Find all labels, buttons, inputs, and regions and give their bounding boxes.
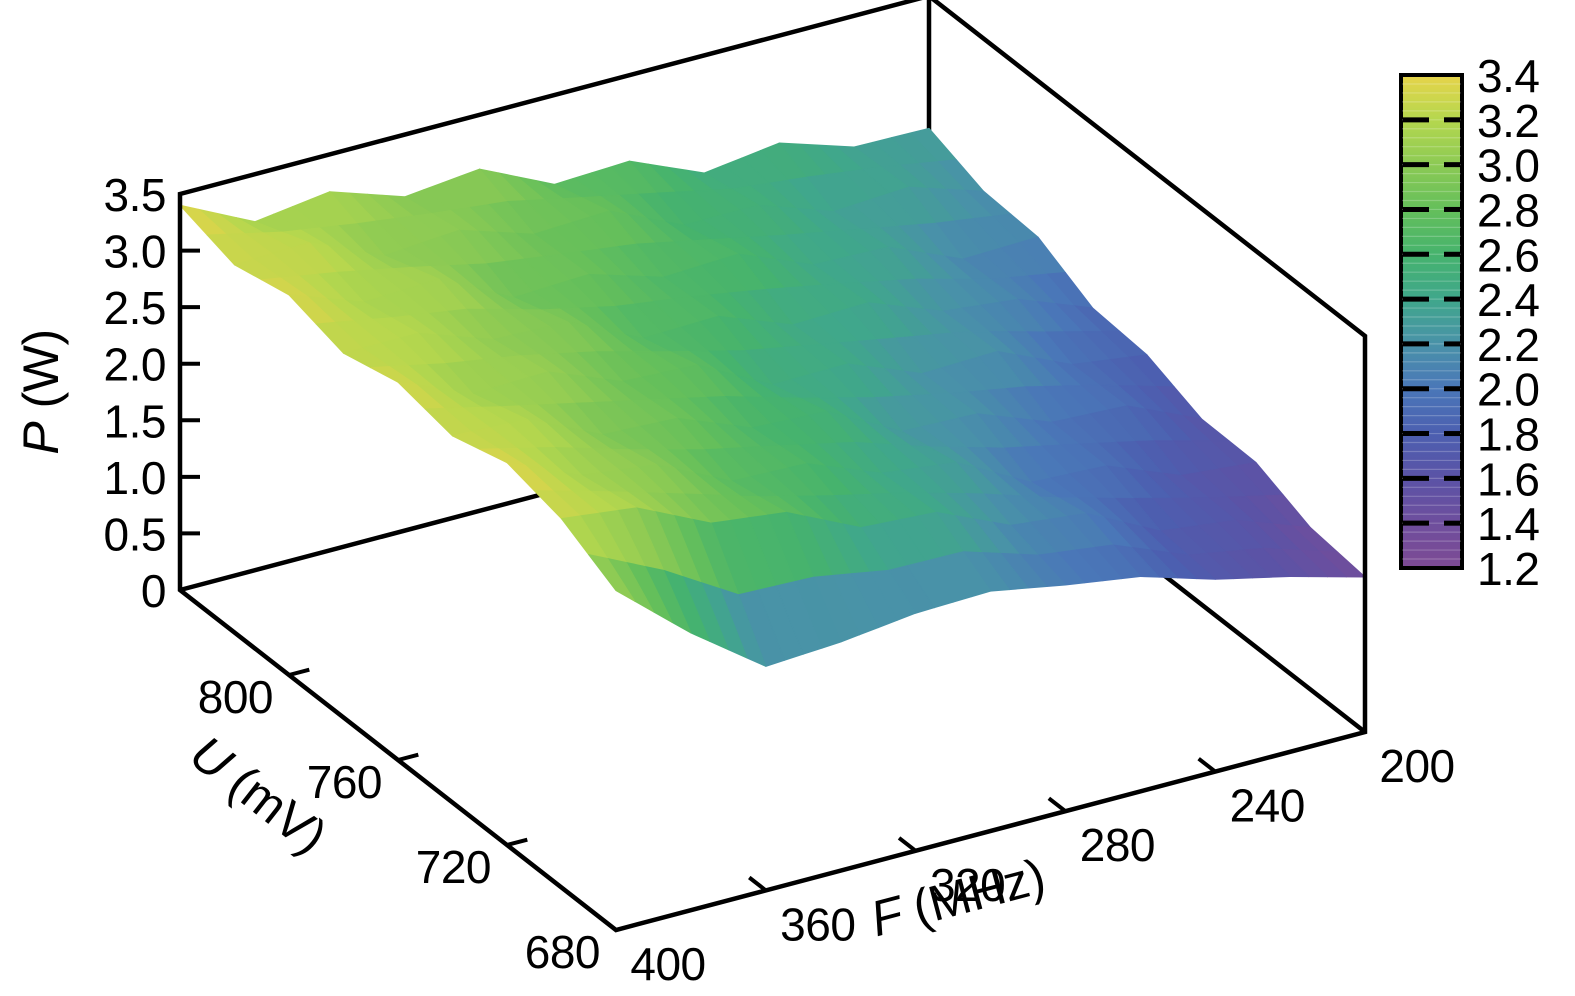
u-axis-ticklabels: 800 760 720 680 [198, 671, 601, 978]
u-axis-tick [288, 667, 310, 677]
z-tick-label: 2.0 [104, 339, 166, 391]
z-tick-label: 0 [141, 565, 166, 617]
z-axis-ticklabels: 3.53.02.52.01.51.00.50 [104, 169, 167, 617]
colorbar-tick-label: 1.2 [1477, 543, 1539, 595]
z-tick-label: 1.5 [104, 395, 166, 447]
z-axis-title-var: P [13, 421, 69, 455]
colorbar-swatch [1401, 75, 1462, 568]
f-axis-ticks [748, 757, 1217, 892]
z-axis-ticks [182, 248, 200, 536]
box-outline [177, 0, 1368, 933]
colorbar-tick-label: 1.4 [1477, 498, 1539, 550]
f-axis-tick [897, 836, 917, 853]
colorbar [1399, 73, 1464, 570]
u-axis-tick [506, 837, 528, 847]
u-axis-ticks [288, 667, 528, 847]
z-tick-label: 1.0 [104, 452, 166, 504]
z-tick-label: 2.5 [104, 282, 166, 334]
colorbar-tick-label: 3.4 [1477, 50, 1539, 102]
plot-box [177, 0, 1368, 933]
colorbar-tick-label: 2.8 [1477, 184, 1539, 236]
u-tick-label: 720 [416, 841, 491, 893]
z-tick-label: 0.5 [104, 508, 166, 560]
f-axis-tick [748, 875, 768, 892]
colorbar-tick-label: 2.0 [1477, 364, 1539, 416]
colorbar-ticks [1403, 117, 1460, 526]
z-axis-title: P (W) [13, 329, 69, 454]
colorbar-tick-label: 1.6 [1477, 453, 1539, 505]
z-axis-title-unit: (W) [13, 329, 69, 421]
f-tick-label: 320 [930, 859, 1005, 911]
colorbar-tick-label: 3.0 [1477, 140, 1539, 192]
colorbar-tick-label: 3.2 [1477, 95, 1539, 147]
f-axis-tick [1197, 757, 1217, 774]
colorbar-seams [1402, 83, 1461, 560]
surface-mesh [179, 127, 1366, 667]
f-tick-label: 240 [1230, 780, 1305, 832]
z-tick-label: 3.5 [104, 169, 166, 221]
colorbar-tick-label: 2.2 [1477, 319, 1539, 371]
colorbar-ticklabels: 3.43.23.02.82.62.42.22.01.81.61.41.2 [1477, 50, 1540, 595]
f-tick-label: 400 [630, 938, 705, 990]
u-tick-label: 760 [307, 756, 382, 808]
colorbar-tick-label: 2.6 [1477, 229, 1539, 281]
u-tick-label: 680 [525, 926, 600, 978]
f-tick-label: 360 [780, 898, 855, 950]
f-tick-label: 280 [1080, 819, 1155, 871]
z-tick-label: 3.0 [104, 226, 166, 278]
z-axis-title-text: P (W) [13, 329, 69, 454]
colorbar-tick-label: 2.4 [1477, 274, 1539, 326]
colorbar-border [1399, 73, 1464, 570]
surface-cell [588, 554, 636, 602]
u-axis-tick [397, 752, 419, 762]
f-tick-label: 200 [1379, 740, 1454, 792]
f-axis-ticklabels: 400 360 320 280 240 200 [630, 740, 1455, 990]
f-axis-tick [1047, 796, 1067, 813]
colorbar-tick-label: 1.8 [1477, 409, 1539, 461]
u-tick-label: 800 [198, 671, 273, 723]
